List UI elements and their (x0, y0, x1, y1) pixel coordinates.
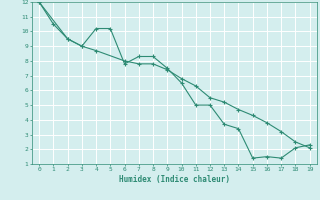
X-axis label: Humidex (Indice chaleur): Humidex (Indice chaleur) (119, 175, 230, 184)
